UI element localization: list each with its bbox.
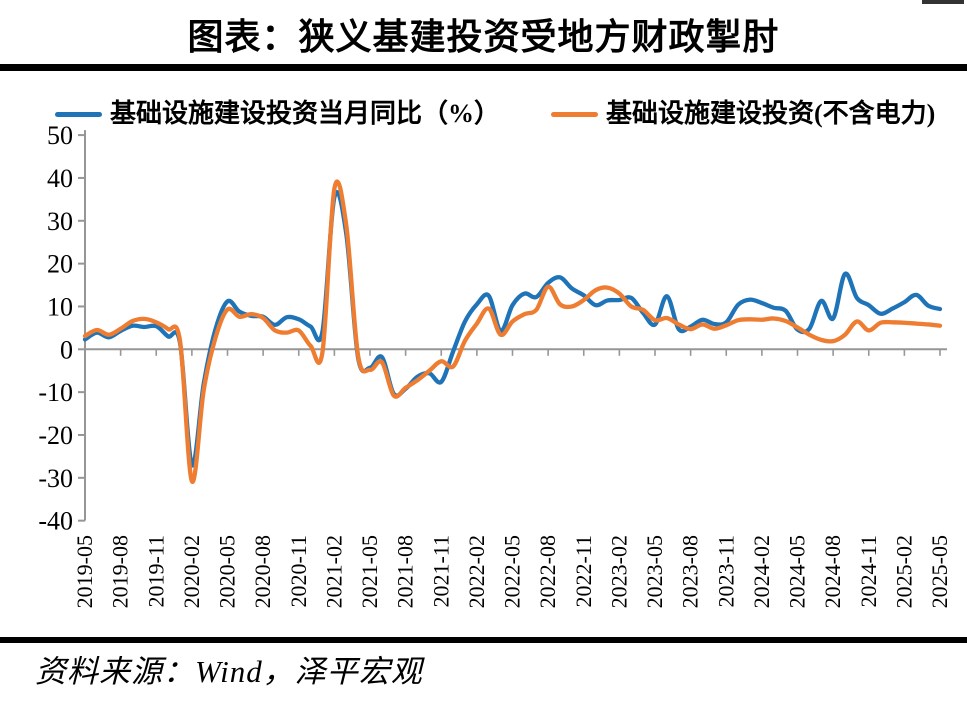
y-axis-tick-label: -20: [38, 421, 73, 450]
chart-title: 图表：狭义基建投资受地方财政掣肘: [187, 17, 780, 57]
x-axis-tick-label: 2025-05: [927, 535, 952, 608]
y-axis-tick-label: 0: [60, 335, 73, 364]
x-axis-tick-label: 2020-08: [250, 535, 275, 608]
x-axis-tick-label: 2019-08: [108, 535, 133, 608]
x-axis-tick-label: 2022-05: [500, 535, 525, 608]
x-axis-tick-label: 2022-08: [535, 535, 560, 608]
x-axis-tick-label: 2020-02: [179, 535, 204, 608]
legend-item-orange: 基础设施建设投资(不含电力): [551, 100, 935, 128]
legend-label-orange: 基础设施建设投资(不含电力): [606, 99, 936, 128]
x-axis-tick-label: 2025-02: [891, 535, 916, 608]
x-axis-tick-label: 2023-08: [678, 535, 703, 608]
y-axis-tick-label: -40: [38, 507, 73, 536]
x-axis-tick-label: 2023-05: [642, 535, 667, 608]
legend-item-blue: 基础设施建设投资当月同比（%）: [55, 100, 500, 128]
x-axis-tick-label: 2020-11: [286, 535, 311, 608]
x-axis-tick-label: 2019-05: [72, 535, 97, 608]
series-line-ex-power: [82, 179, 943, 484]
x-axis-tick-label: 2023-02: [606, 535, 631, 608]
y-axis-tick-label: 30: [47, 207, 73, 236]
x-axis-tick-label: 2022-02: [464, 535, 489, 608]
y-axis-tick-label: 20: [47, 250, 73, 279]
x-axis-tick-label: 2023-11: [713, 535, 738, 608]
y-axis-tick-label: 50: [47, 121, 73, 150]
y-axis-tick-label: -30: [38, 464, 73, 493]
y-axis-tick-label: -10: [38, 378, 73, 407]
x-axis-tick-label: 2021-08: [393, 535, 418, 608]
x-axis-tick-label: 2024-05: [785, 535, 810, 608]
legend-label-blue: 基础设施建设投资当月同比（%）: [110, 99, 501, 128]
page-corner-mark: [922, 0, 964, 4]
x-axis-tick-label: 2019-11: [143, 535, 168, 608]
y-axis-tick-label: 40: [47, 164, 73, 193]
source-note: 资料来源：Wind，泽平宏观: [35, 654, 423, 689]
x-axis-tick-label: 2024-02: [749, 535, 774, 608]
x-axis-tick-label: 2020-05: [215, 535, 240, 608]
series-line-yoy: [82, 190, 943, 468]
footer-divider: [0, 637, 967, 643]
x-axis-tick-label: 2021-05: [357, 535, 382, 608]
x-axis-tick-label: 2021-02: [321, 535, 346, 608]
y-axis-tick-label: 10: [47, 292, 73, 321]
title-divider: [0, 64, 967, 71]
x-axis-tick-label: 2022-11: [571, 535, 596, 608]
legend-swatch-orange: [551, 111, 598, 117]
legend-swatch-blue: [55, 111, 102, 117]
x-axis-tick-label: 2021-11: [428, 535, 453, 608]
x-axis-tick-label: 2024-11: [856, 535, 881, 608]
x-axis-tick-label: 2024-08: [820, 535, 845, 608]
